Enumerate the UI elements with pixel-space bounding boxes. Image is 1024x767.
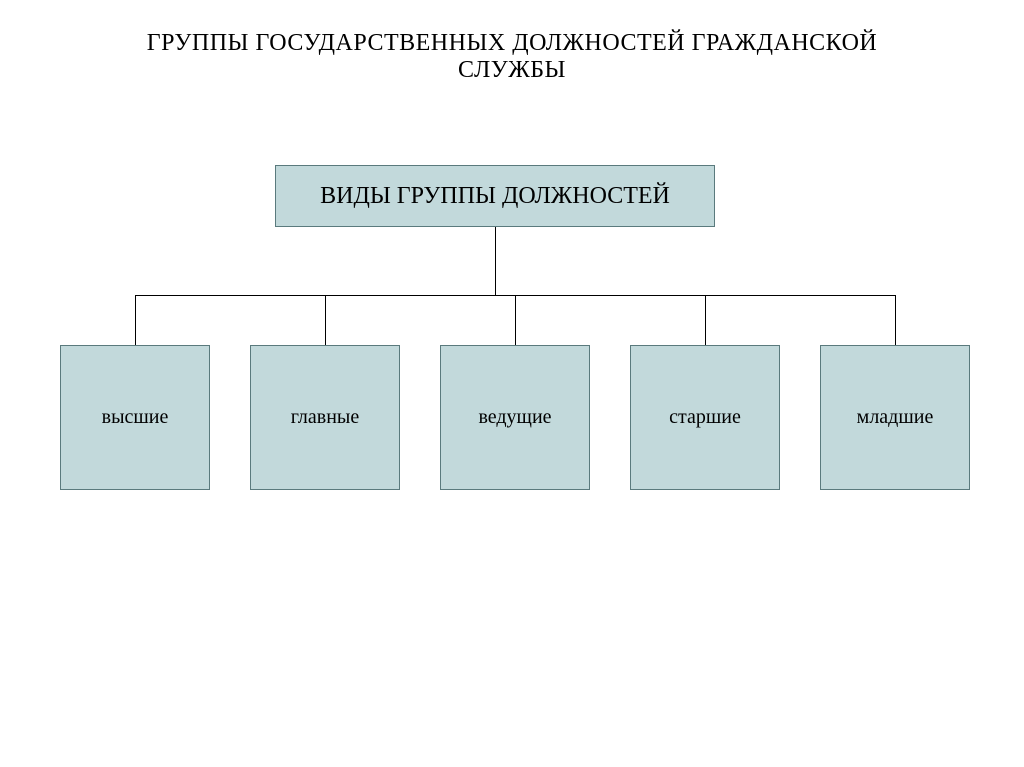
connector-line [515,295,516,345]
child-label: старшие [669,406,741,429]
diagram-canvas: ГРУППЫ ГОСУДАРСТВЕННЫХ ДОЛЖНОСТЕЙ ГРАЖДА… [0,0,1024,767]
connector-line [495,227,496,296]
child-node-vedushchie: ведущие [440,345,590,490]
title-line-2: СЛУЖБЫ [458,57,566,83]
connector-line [705,295,706,345]
connector-line [135,295,896,296]
child-label: высшие [102,406,169,429]
connector-line [895,295,896,345]
child-node-starshie: старшие [630,345,780,490]
child-label: ведущие [478,406,551,429]
page-title: ГРУППЫ ГОСУДАРСТВЕННЫХ ДОЛЖНОСТЕЙ ГРАЖДА… [0,30,1024,84]
child-node-mladshie: младшие [820,345,970,490]
title-line-1: ГРУППЫ ГОСУДАРСТВЕННЫХ ДОЛЖНОСТЕЙ ГРАЖДА… [147,30,878,56]
child-node-glavnye: главные [250,345,400,490]
child-label: младшие [857,406,934,429]
connector-line [135,295,136,345]
connector-line [325,295,326,345]
root-node-label: ВИДЫ ГРУППЫ ДОЛЖНОСТЕЙ [320,183,670,210]
root-node: ВИДЫ ГРУППЫ ДОЛЖНОСТЕЙ [275,165,715,227]
child-node-vysshie: высшие [60,345,210,490]
child-label: главные [291,406,360,429]
